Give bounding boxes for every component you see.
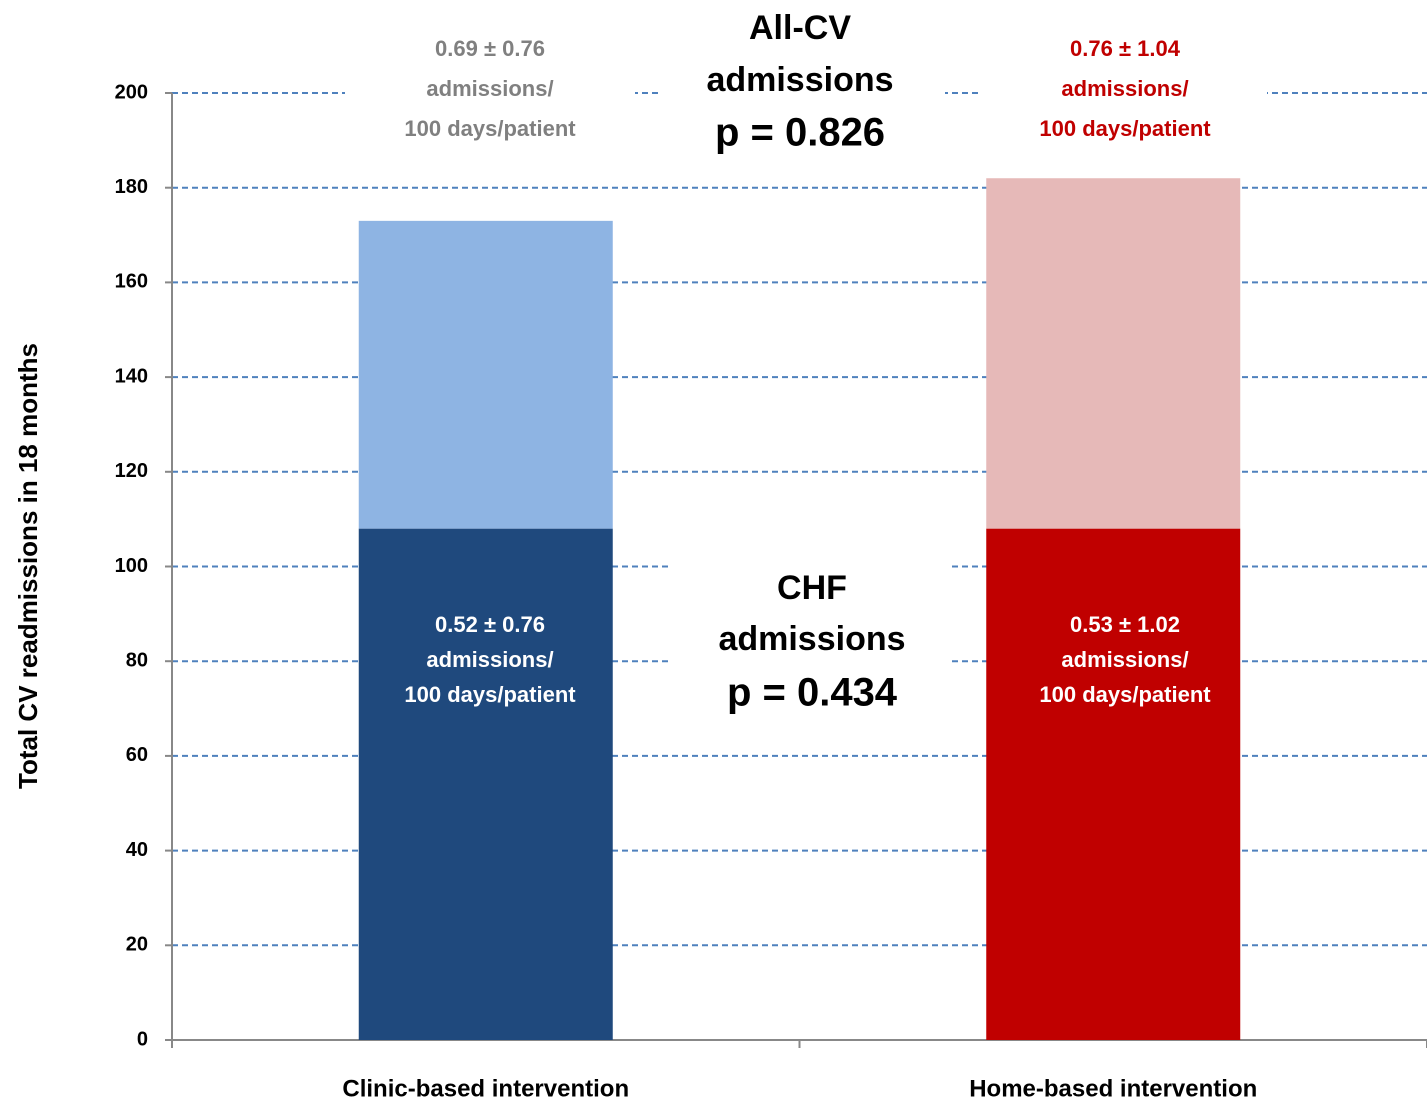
bar-segment — [986, 178, 1241, 529]
annotation: 0.52 ± 0.76 — [435, 612, 545, 637]
annotation: 0.69 ± 0.76 — [435, 36, 545, 61]
y-tick-label: 200 — [115, 81, 148, 103]
annotation: 100 days/patient — [404, 116, 576, 141]
y-tick-label: 60 — [126, 744, 148, 766]
annotation-background — [345, 40, 635, 152]
y-axis-label: Total CV readmissions in 18 months — [13, 343, 43, 789]
annotation-background — [672, 555, 950, 725]
annotation: 100 days/patient — [404, 682, 576, 707]
y-tick-label: 160 — [115, 271, 148, 293]
y-tick-label: 0 — [137, 1028, 148, 1050]
annotation: 0.53 ± 1.02 — [1070, 612, 1180, 637]
x-tick-label: Clinic-based intervention — [342, 1075, 629, 1102]
bar-segment — [358, 220, 613, 529]
annotation-background — [982, 40, 1267, 152]
bar-segment — [986, 528, 1241, 1040]
annotation: admissions/ — [1061, 647, 1188, 672]
annotation: admissions — [718, 620, 905, 658]
annotation: p = 0.434 — [727, 671, 898, 715]
annotation: 0.76 ± 1.04 — [1070, 36, 1181, 61]
annotation: admissions — [706, 61, 893, 99]
y-tick-label: 140 — [115, 365, 148, 387]
y-tick-label: 40 — [126, 839, 148, 861]
annotation: 100 days/patient — [1039, 116, 1211, 141]
y-tick-label: 180 — [115, 176, 148, 198]
y-tick-label: 20 — [126, 934, 148, 956]
annotation: admissions/ — [426, 76, 553, 101]
y-tick-label: 120 — [115, 460, 148, 482]
annotation: admissions/ — [426, 647, 553, 672]
annotation-background — [660, 0, 945, 165]
y-tick-label: 80 — [126, 649, 148, 671]
annotation: All-CV — [749, 9, 851, 47]
y-tick-label: 100 — [115, 555, 148, 577]
annotation: p = 0.826 — [715, 111, 885, 155]
annotation: 100 days/patient — [1039, 682, 1211, 707]
annotation: admissions/ — [1061, 76, 1188, 101]
bar-segment — [358, 528, 613, 1040]
x-tick-label: Home-based intervention — [969, 1075, 1257, 1102]
annotation: CHF — [777, 569, 847, 607]
